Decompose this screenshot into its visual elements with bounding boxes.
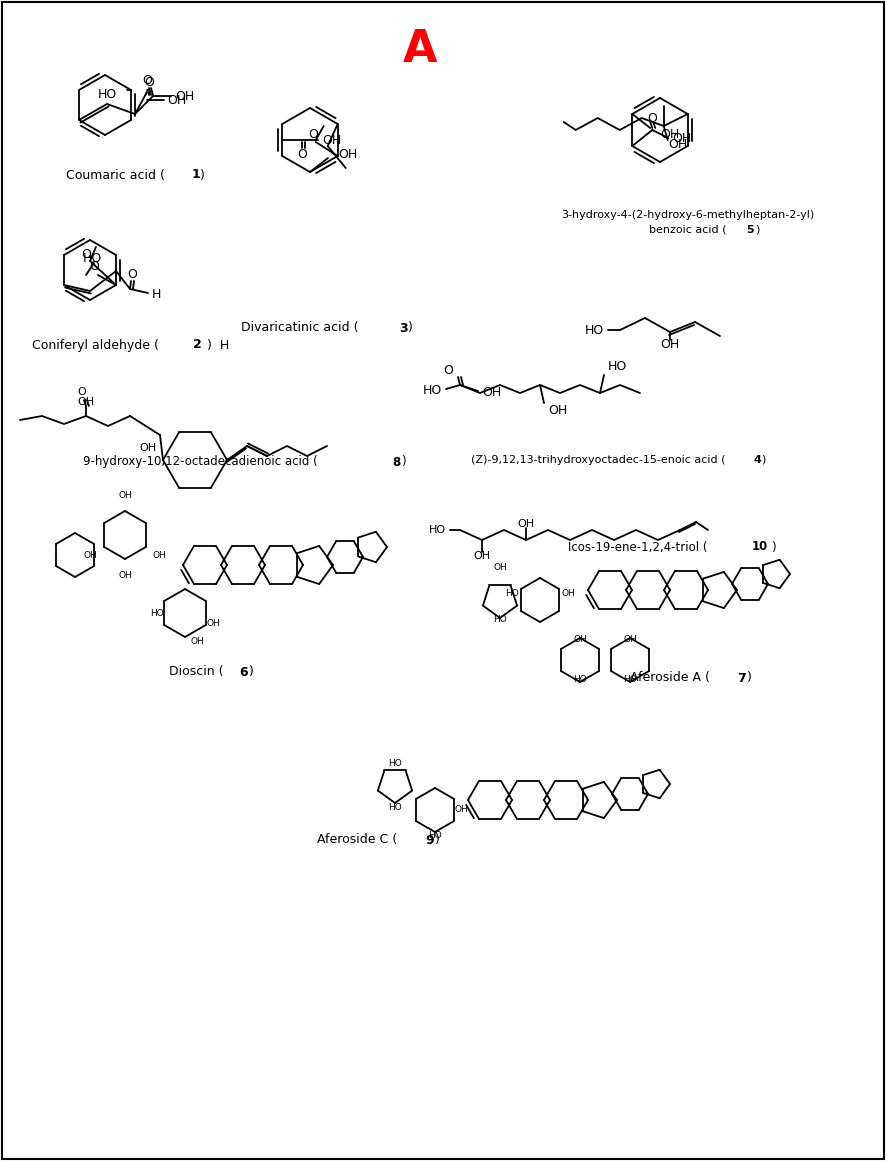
Text: HO: HO [585, 324, 604, 337]
Text: HO: HO [494, 615, 507, 625]
Text: HO: HO [429, 525, 446, 535]
Text: Aferoside C (: Aferoside C ( [317, 834, 397, 846]
Text: ): ) [761, 455, 766, 466]
Text: OH: OH [482, 387, 501, 399]
Text: HO: HO [573, 676, 587, 685]
Text: ): ) [434, 834, 439, 846]
Text: HO: HO [608, 361, 627, 374]
Text: Aferoside A (: Aferoside A ( [630, 671, 710, 685]
Text: 1: 1 [191, 168, 200, 181]
Text: OH: OH [190, 636, 204, 646]
Text: O: O [144, 75, 154, 88]
Text: ): ) [771, 541, 775, 554]
Text: HO: HO [150, 608, 164, 618]
Text: OH: OH [140, 444, 157, 453]
Text: ): ) [755, 225, 759, 235]
Text: benzoic acid (: benzoic acid ( [649, 225, 727, 235]
Text: OH: OH [77, 397, 95, 408]
Text: 2: 2 [192, 339, 201, 352]
Text: 9: 9 [425, 834, 434, 846]
Text: O: O [78, 387, 86, 397]
Text: OH: OH [573, 635, 587, 644]
Text: OH: OH [455, 806, 468, 815]
Text: Icos-19-ene-1,2,4-triol (: Icos-19-ene-1,2,4-triol ( [568, 541, 708, 554]
Text: Coniferyl aldehyde (: Coniferyl aldehyde ( [32, 339, 159, 352]
Text: OH: OH [206, 619, 220, 627]
Text: ): ) [747, 671, 751, 685]
Text: OH: OH [672, 131, 692, 144]
Text: H: H [152, 288, 161, 302]
Text: 8: 8 [392, 455, 400, 469]
Text: OH: OH [473, 551, 491, 561]
Text: O: O [443, 365, 453, 377]
Text: 6: 6 [240, 665, 248, 678]
Text: OH: OH [118, 490, 132, 499]
Text: O: O [81, 248, 91, 261]
Text: O: O [142, 73, 152, 87]
Text: OH: OH [494, 563, 507, 572]
Text: 5: 5 [746, 225, 754, 235]
Text: OH: OH [83, 550, 97, 560]
Text: ): ) [408, 322, 413, 334]
Text: OH: OH [561, 590, 575, 599]
Text: O: O [307, 128, 318, 140]
Text: OH: OH [668, 137, 688, 151]
Text: 4: 4 [753, 455, 761, 466]
Text: 9-hydroxy-10,12-octadecadienoic acid (: 9-hydroxy-10,12-octadecadienoic acid ( [82, 455, 317, 469]
Text: OH: OH [623, 635, 637, 644]
Text: HO: HO [97, 87, 117, 101]
Text: ): ) [249, 665, 253, 678]
Text: OH: OH [660, 338, 680, 351]
Text: HO: HO [388, 803, 402, 813]
Text: OH: OH [548, 404, 567, 418]
Text: O: O [89, 260, 99, 274]
Text: ): ) [400, 455, 405, 469]
Text: O: O [127, 268, 137, 281]
Text: OH: OH [517, 519, 534, 529]
Text: HO: HO [82, 252, 102, 266]
Text: HO: HO [428, 830, 442, 839]
Text: OH: OH [118, 570, 132, 579]
Text: ): ) [199, 168, 205, 181]
Text: Dioscin (: Dioscin ( [168, 665, 223, 678]
Text: OH: OH [660, 128, 680, 140]
Text: )  H: ) H [207, 339, 229, 352]
Text: OH: OH [323, 134, 341, 146]
Text: Coumaric acid (: Coumaric acid ( [66, 168, 165, 181]
Text: HO: HO [423, 384, 442, 397]
Text: (Z)-9,12,13-trihydroxyoctadec-15-enoic acid (: (Z)-9,12,13-trihydroxyoctadec-15-enoic a… [470, 455, 726, 466]
Text: HO: HO [388, 759, 402, 769]
Text: O: O [298, 147, 307, 160]
Text: OH: OH [152, 550, 167, 560]
Text: HO: HO [623, 676, 637, 685]
Text: O: O [648, 111, 657, 124]
Text: 10: 10 [752, 541, 768, 554]
Text: 3: 3 [400, 322, 408, 334]
Text: A: A [403, 28, 438, 71]
Text: OH: OH [338, 147, 357, 160]
Text: OH: OH [175, 89, 194, 102]
Text: OH: OH [167, 94, 186, 107]
Text: 3-hydroxy-4-(2-hydroxy-6-methylheptan-2-yl): 3-hydroxy-4-(2-hydroxy-6-methylheptan-2-… [562, 210, 814, 219]
Text: HO: HO [505, 590, 519, 599]
Text: 7: 7 [738, 671, 746, 685]
Text: Divaricatinic acid (: Divaricatinic acid ( [241, 322, 359, 334]
